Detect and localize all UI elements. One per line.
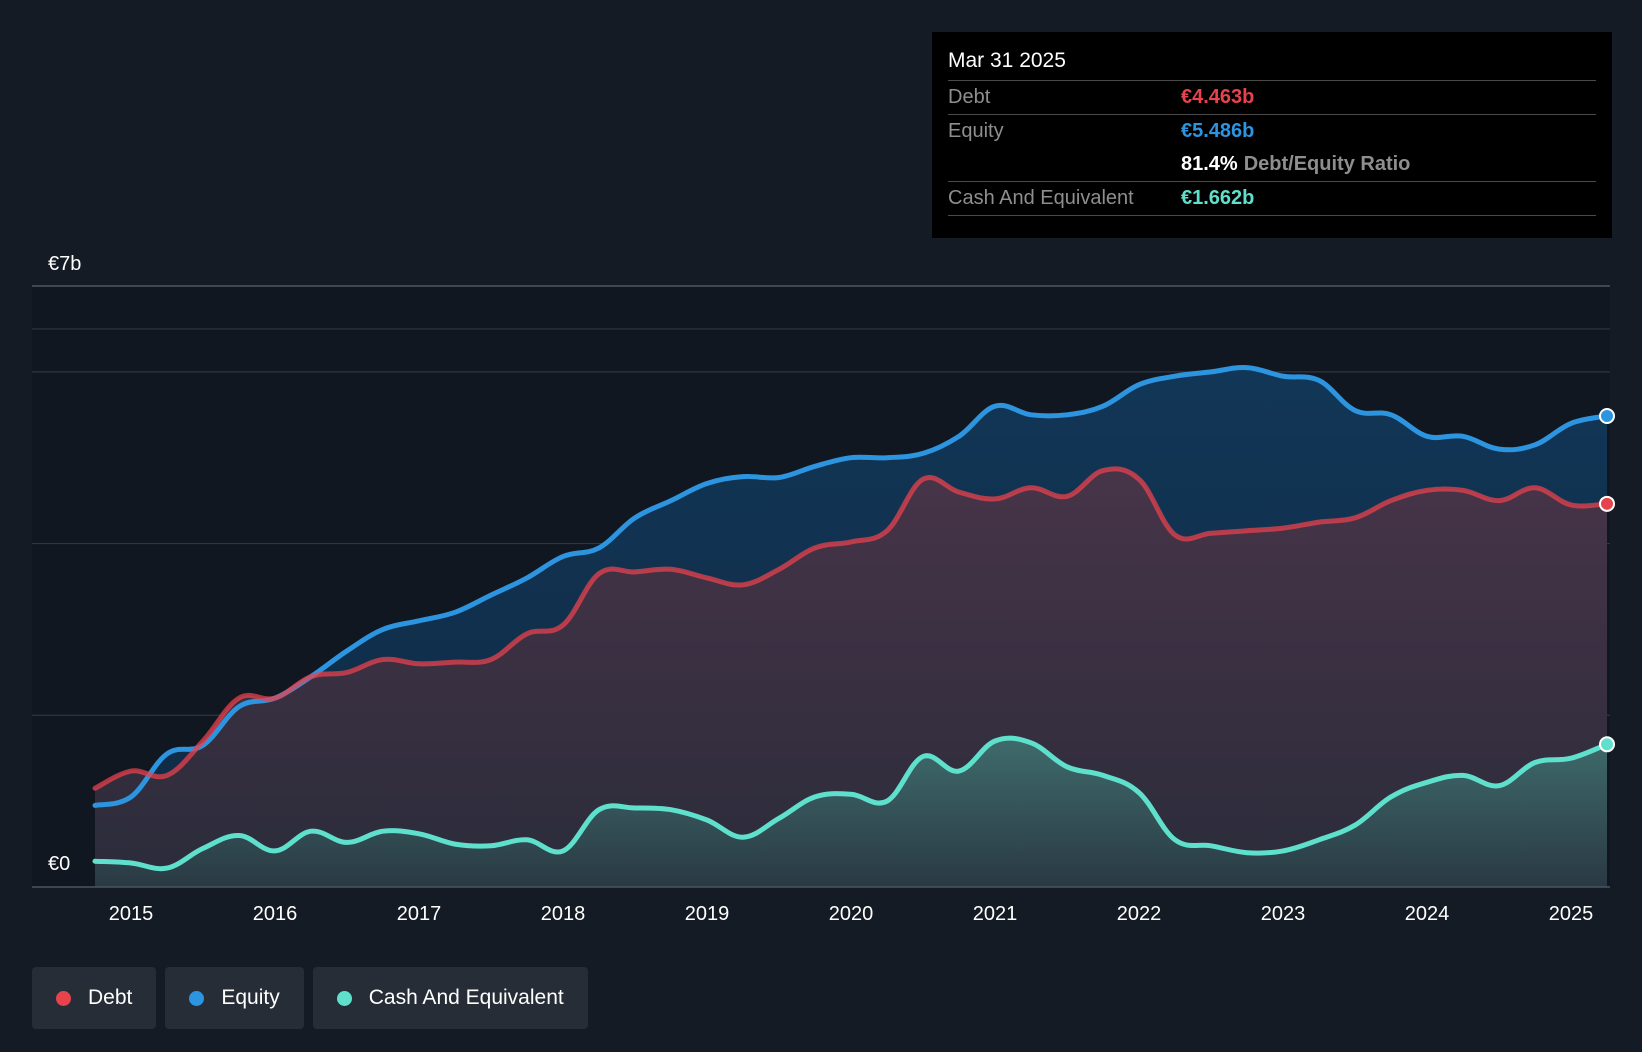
equity-end-marker	[1599, 407, 1615, 424]
tooltip-debt-label: Debt	[948, 86, 991, 108]
cash-line	[92, 735, 1610, 872]
equity-line	[92, 364, 1610, 808]
tooltip-equity-value: €5.486b	[1181, 120, 1255, 142]
x-tick-label: 2019	[685, 903, 730, 925]
debt-dot-icon	[56, 990, 71, 1006]
tooltip-panel: Mar 31 2025 Debt €4.463b Equity €5.486b …	[932, 32, 1612, 238]
legend-item-equity[interactable]: Equity	[165, 967, 304, 1029]
marker-layer	[1599, 407, 1615, 753]
y-axis-top-label: €7b	[48, 253, 81, 275]
x-tick-label: 2017	[397, 903, 442, 925]
tooltip-debt-value: €4.463b	[1181, 86, 1255, 108]
legend-item-cash[interactable]: Cash And Equivalent	[312, 967, 588, 1029]
tooltip-date: Mar 31 2025	[948, 46, 1596, 81]
tooltip-ratio-spacer	[948, 148, 1181, 181]
x-tick-label: 2021	[973, 903, 1018, 925]
x-tick-label: 2025	[1549, 903, 1594, 925]
x-tick-label: 2015	[109, 903, 154, 925]
x-tick-labels: 2015 2016 2017 2018 2019 2020 2021 2022 2023 2024…	[109, 903, 1594, 925]
chart-legend: Debt Equity Cash And Equivalent	[32, 967, 588, 1029]
legend-item-debt[interactable]: Debt	[32, 967, 157, 1029]
cash-dot-icon	[336, 990, 352, 1006]
tooltip-cash-row: Cash And Equivalent €1.662b	[948, 182, 1596, 216]
tooltip-cash-value: €1.662b	[1181, 187, 1255, 209]
debt-area	[95, 468, 1607, 887]
x-tick-label: 2023	[1261, 903, 1306, 925]
x-tick-label: 2022	[1117, 903, 1162, 925]
x-tick-label: 2020	[829, 903, 874, 925]
debt-line	[92, 466, 1610, 791]
tooltip-ratio-label: Debt/Equity Ratio	[1243, 153, 1411, 175]
line-layer	[92, 364, 1610, 872]
tooltip-ratio-row: 81.4% Debt/Equity Ratio	[948, 148, 1596, 182]
legend-debt-label: Debt	[88, 986, 133, 1009]
cash-end-marker	[1599, 736, 1615, 753]
equity-dot-icon	[189, 990, 205, 1006]
legend-equity-label: Equity	[221, 986, 280, 1009]
tooltip-cash-label: Cash And Equivalent	[948, 187, 1134, 209]
x-tick-label: 2018	[541, 903, 586, 925]
tooltip-debt-row: Debt €4.463b	[948, 81, 1596, 115]
x-tick-label: 2024	[1405, 903, 1450, 925]
debt-end-marker	[1599, 495, 1615, 512]
tooltip-equity-label: Equity	[948, 120, 1004, 142]
x-tick-label: 2016	[253, 903, 298, 925]
tooltip-equity-row: Equity €5.486b	[948, 115, 1596, 148]
y-axis-zero-label: €0	[48, 853, 70, 875]
legend-cash-label: Cash And Equivalent	[368, 986, 564, 1009]
tooltip-ratio-value: 81.4%	[1181, 153, 1238, 175]
